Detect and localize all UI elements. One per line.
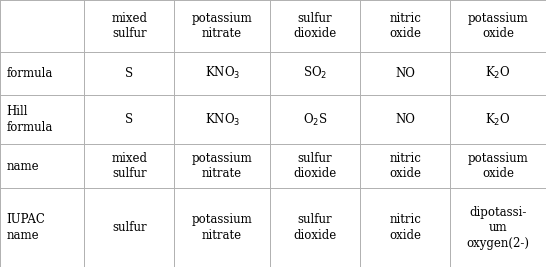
Text: mixed
sulfur: mixed sulfur: [111, 12, 147, 40]
Text: mixed
sulfur: mixed sulfur: [111, 152, 147, 180]
Text: K$_2$O: K$_2$O: [485, 111, 511, 128]
Text: sulfur
dioxide: sulfur dioxide: [294, 12, 337, 40]
Text: SO$_2$: SO$_2$: [303, 65, 327, 81]
Text: NO: NO: [395, 113, 415, 126]
Text: KNO$_3$: KNO$_3$: [205, 111, 240, 128]
Text: sulfur: sulfur: [112, 221, 146, 234]
Text: nitric
oxide: nitric oxide: [389, 152, 421, 180]
Text: sulfur
dioxide: sulfur dioxide: [294, 152, 337, 180]
Text: S: S: [125, 67, 133, 80]
Text: O$_2$S: O$_2$S: [303, 111, 328, 128]
Text: KNO$_3$: KNO$_3$: [205, 65, 240, 81]
Text: nitric
oxide: nitric oxide: [389, 12, 421, 40]
Text: Hill
formula: Hill formula: [7, 105, 53, 134]
Text: dipotassi-
um
oxygen(2-): dipotassi- um oxygen(2-): [467, 206, 530, 250]
Text: sulfur
dioxide: sulfur dioxide: [294, 213, 337, 242]
Text: potassium
oxide: potassium oxide: [468, 152, 529, 180]
Text: name: name: [7, 160, 39, 173]
Text: potassium
oxide: potassium oxide: [468, 12, 529, 40]
Text: nitric
oxide: nitric oxide: [389, 213, 421, 242]
Text: potassium
nitrate: potassium nitrate: [192, 213, 253, 242]
Text: IUPAC
name: IUPAC name: [7, 213, 45, 242]
Text: NO: NO: [395, 67, 415, 80]
Text: S: S: [125, 113, 133, 126]
Text: potassium
nitrate: potassium nitrate: [192, 152, 253, 180]
Text: potassium
nitrate: potassium nitrate: [192, 12, 253, 40]
Text: formula: formula: [7, 67, 53, 80]
Text: K$_2$O: K$_2$O: [485, 65, 511, 81]
